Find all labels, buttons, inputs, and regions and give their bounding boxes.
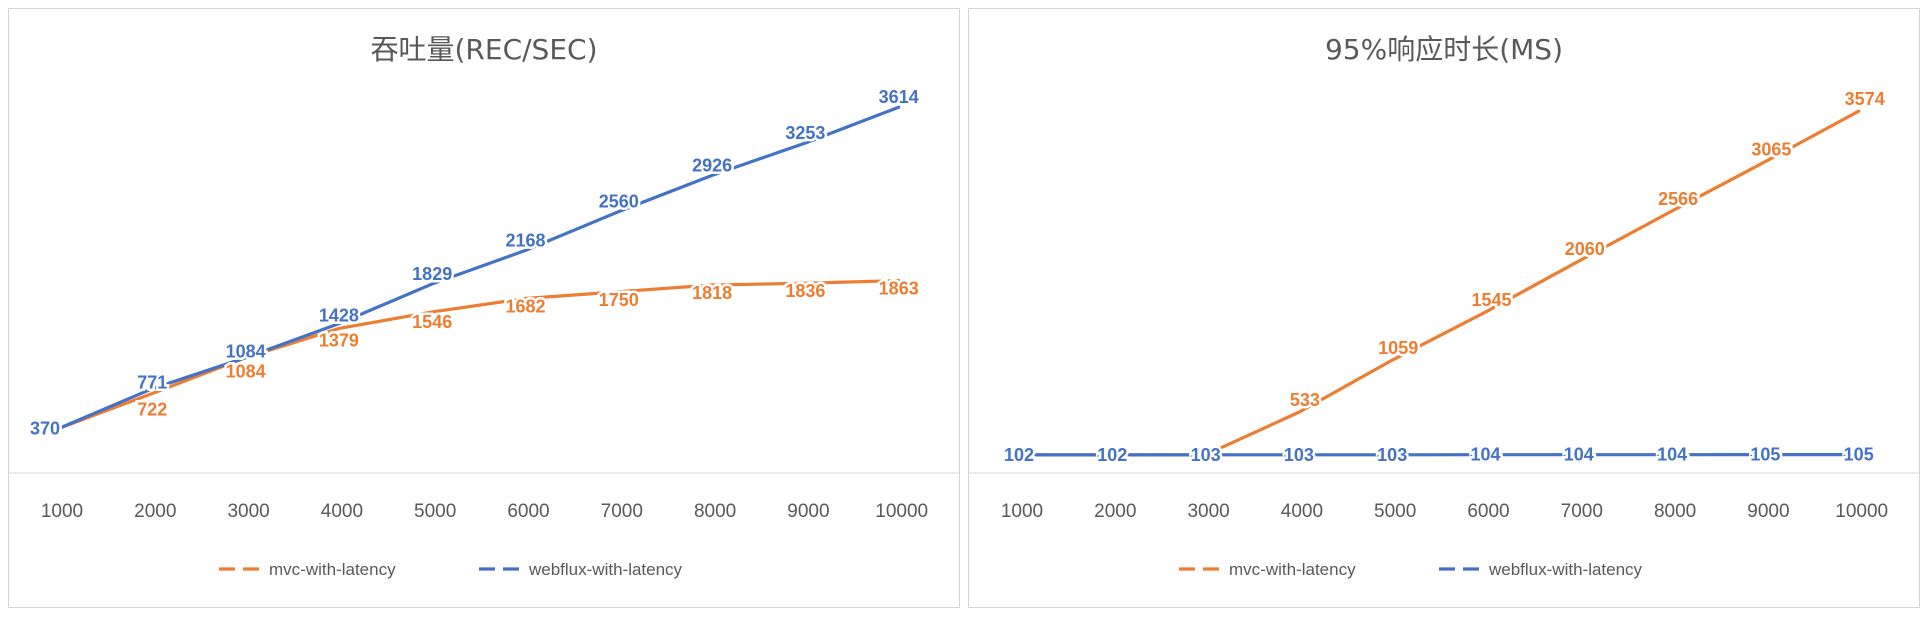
x-tick-label: 9000 (1747, 501, 1789, 522)
data-label: 1545 (1471, 290, 1511, 310)
latency-chart-panel: 95%响应时长(MS) 1000 2000 3000 4000 5000 6000 7000 8… (968, 8, 1920, 608)
x-tick-label: 5000 (1374, 501, 1416, 522)
data-label: 722 (137, 400, 167, 420)
x-tick-label: 4000 (1281, 501, 1323, 522)
data-label: 102 (1004, 445, 1034, 465)
data-label: 1546 (412, 312, 452, 332)
legend-label: mvc-with-latency (1229, 560, 1356, 579)
x-tick-label: 1000 (1001, 501, 1043, 522)
x-tick-label: 8000 (694, 501, 736, 522)
x-tick-label: 2000 (134, 501, 176, 522)
data-label: 2926 (692, 155, 732, 175)
data-label: 1863 (879, 279, 919, 299)
data-label: 1428 (319, 306, 359, 326)
chart-title: 吞吐量(REC/SEC) (371, 33, 598, 66)
data-label: 104 (1564, 445, 1594, 465)
data-label: 103 (1377, 445, 1407, 465)
x-tick-label: 8000 (1654, 501, 1696, 522)
data-label: 2168 (505, 230, 545, 250)
series-line-mvc-with-latency (1017, 109, 1861, 457)
x-tick-label: 5000 (414, 501, 456, 522)
data-label: 104 (1657, 445, 1687, 465)
x-tick-label: 9000 (787, 501, 829, 522)
data-label: 102 (1097, 445, 1127, 465)
data-label: 102 (1097, 445, 1127, 465)
data-label: 1829 (412, 264, 452, 284)
chart-title: 95%响应时长(MS) (1325, 33, 1563, 66)
data-label: 103 (1191, 445, 1221, 465)
data-label: 104 (1470, 445, 1500, 465)
data-label: 3574 (1845, 89, 1885, 109)
x-tick-label: 10000 (875, 501, 928, 522)
data-label: 1682 (505, 296, 545, 316)
x-tick-label: 7000 (1561, 501, 1603, 522)
data-label: 105 (1750, 445, 1780, 465)
data-label: 102 (1004, 445, 1034, 465)
data-label: 1836 (785, 281, 825, 301)
x-tick-label: 6000 (1467, 501, 1509, 522)
x-tick-label: 1000 (41, 501, 83, 522)
data-label: 103 (1191, 445, 1221, 465)
data-label: 2560 (599, 192, 639, 212)
data-label: 3253 (785, 123, 825, 143)
data-label: 1750 (599, 290, 639, 310)
data-label: 1059 (1378, 338, 1418, 358)
data-label: 771 (137, 373, 167, 393)
data-label: 1084 (226, 362, 266, 382)
data-label: 533 (1290, 390, 1320, 410)
data-label: 3065 (1751, 140, 1791, 160)
x-tick-label: 3000 (1187, 501, 1229, 522)
data-label: 2566 (1658, 189, 1698, 209)
data-label: 2060 (1565, 239, 1605, 259)
x-tick-label: 2000 (1094, 501, 1136, 522)
series-line-mvc-with-latency (57, 278, 901, 430)
data-label: 1818 (692, 283, 732, 303)
latency-chart-svg: 95%响应时长(MS) 1000 2000 3000 4000 5000 6000 7000 8… (969, 33, 1919, 579)
data-label: 105 (1844, 445, 1874, 465)
x-tick-label: 4000 (321, 501, 363, 522)
data-label: 3614 (879, 87, 919, 107)
legend-label: mvc-with-latency (269, 560, 396, 579)
data-label: 103 (1284, 445, 1314, 465)
data-label: 1084 (226, 342, 266, 362)
throughput-chart-svg: 吞吐量(REC/SEC) 1000 2000 3000 4000 5000 6000 7000… (9, 33, 959, 579)
throughput-chart-panel: 吞吐量(REC/SEC) 1000 2000 3000 4000 5000 6000 7000… (8, 8, 960, 608)
legend-label: webflux-with-latency (528, 560, 683, 579)
x-tick-label: 10000 (1835, 501, 1888, 522)
data-label: 1379 (319, 330, 359, 350)
x-tick-label: 6000 (507, 501, 549, 522)
legend-label: webflux-with-latency (1488, 560, 1643, 579)
x-tick-label: 3000 (227, 501, 269, 522)
data-label: 370 (30, 418, 60, 438)
data-label: 370 (30, 418, 60, 438)
x-tick-label: 7000 (601, 501, 643, 522)
series-line-webflux-with-latency (57, 105, 901, 430)
